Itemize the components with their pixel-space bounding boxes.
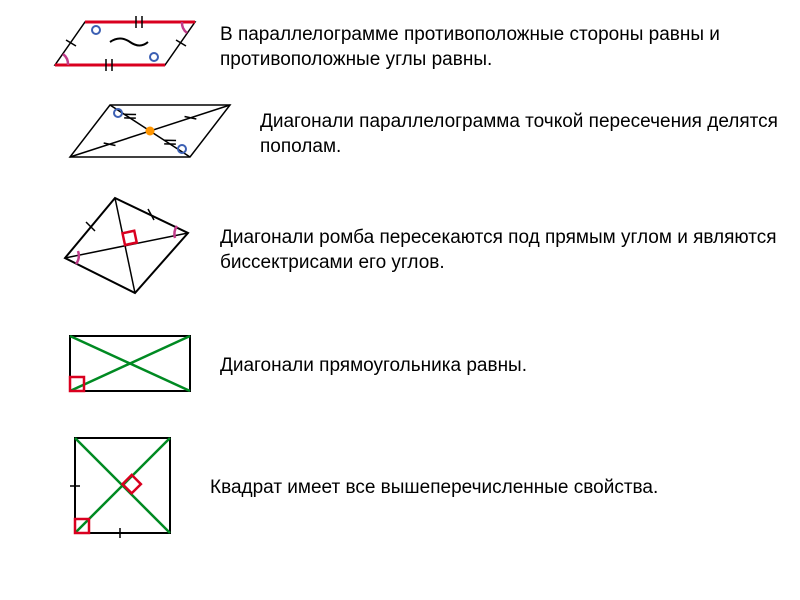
property-row-1: В параллелограмме противоположные сторон… (0, 0, 800, 91)
property-text-4: Диагонали прямоугольника равны. (200, 354, 527, 379)
figure-parallelogram-diagonals (60, 95, 240, 175)
property-text-2: Диагонали параллелограмма точкой пересеч… (240, 110, 780, 159)
property-text-5: Квадрат имеет все вышеперечисленные свой… (190, 476, 658, 501)
property-row-3: Диагонали ромба пересекаются под прямым … (0, 181, 800, 314)
figure-rectangle (60, 326, 200, 406)
figure-rhombus (60, 193, 200, 308)
figure-square (60, 428, 190, 548)
figure-parallelogram-sides (20, 10, 200, 85)
property-text-3: Диагонали ромба пересекаются под прямым … (200, 226, 780, 275)
property-row-4: Диагонали прямоугольника равны. (0, 314, 800, 412)
property-row-5: Квадрат имеет все вышеперечисленные свой… (0, 412, 800, 554)
property-row-2: Диагонали параллелограмма точкой пересеч… (0, 91, 800, 181)
property-text-1: В параллелограмме противоположные сторон… (200, 23, 780, 72)
